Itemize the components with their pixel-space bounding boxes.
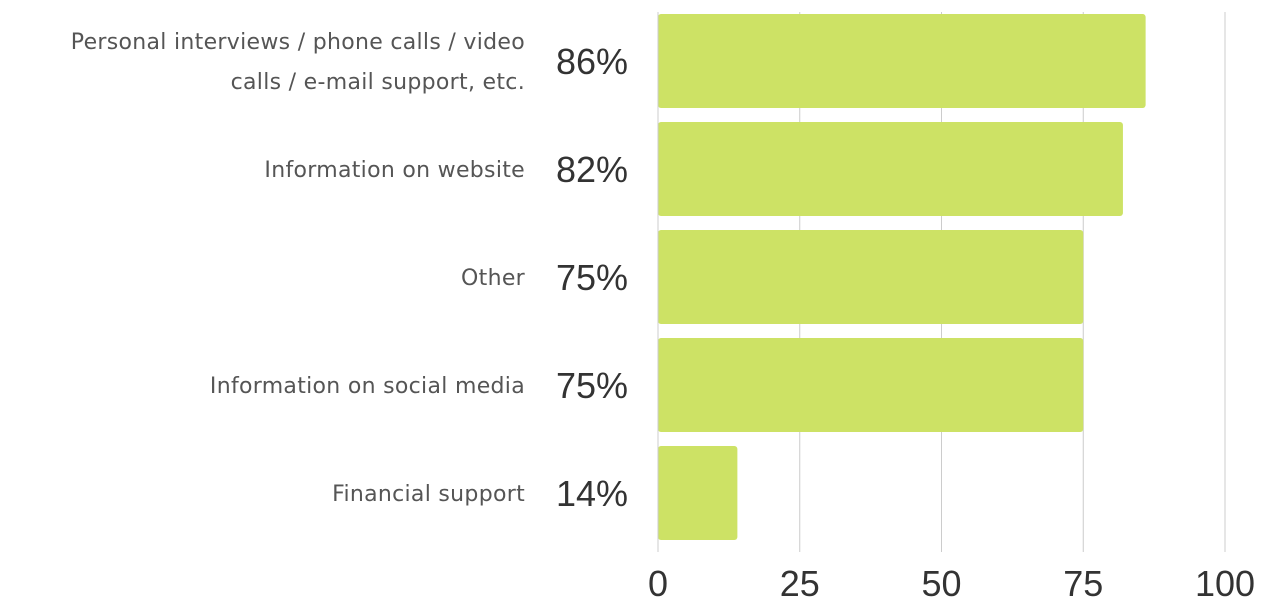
bar-2: [658, 230, 1084, 324]
category-label-0-0: Personal interviews / phone calls / vide…: [71, 30, 525, 55]
x-tick-label-100: 100: [1195, 563, 1255, 598]
value-label-4: 14%: [556, 473, 628, 514]
value-label-2: 75%: [556, 257, 628, 298]
category-label-3-0: Information on social media: [210, 374, 525, 399]
bar-1: [658, 122, 1123, 216]
value-label-1: 82%: [556, 149, 628, 190]
value-label-0: 86%: [556, 41, 628, 82]
category-label-4-0: Financial support: [332, 482, 525, 507]
bar-3: [658, 338, 1084, 432]
bar-0: [658, 14, 1146, 108]
x-tick-label-25: 25: [780, 563, 820, 598]
x-tick-label-75: 75: [1063, 563, 1103, 598]
bar-4: [658, 446, 738, 540]
value-label-3: 75%: [556, 365, 628, 406]
category-label-0-1: calls / e-mail support, etc.: [231, 70, 525, 95]
category-label-1-0: Information on website: [264, 158, 525, 183]
category-label-2-0: Other: [461, 266, 526, 291]
x-tick-label-50: 50: [921, 563, 961, 598]
x-tick-label-0: 0: [648, 563, 668, 598]
